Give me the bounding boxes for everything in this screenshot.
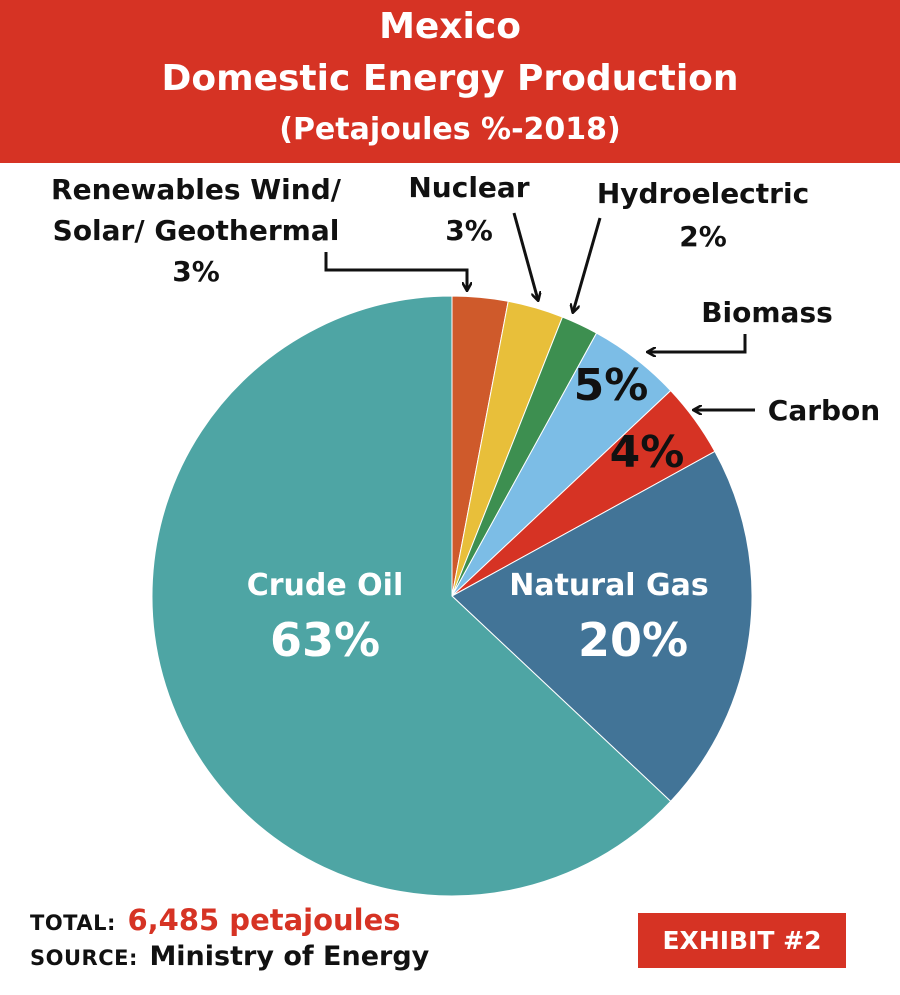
leader-nuclear [512, 212, 538, 300]
label-crude-oil-pct: 63% [270, 613, 380, 667]
label-renewables-line1: Renewables Wind/ [51, 173, 342, 206]
leader-hydro [573, 217, 602, 312]
label-natural-gas: Natural Gas [509, 568, 709, 603]
total-label: TOTAL: [30, 911, 116, 935]
source-value: Ministry of Energy [149, 941, 430, 972]
label-carbon-pct: 4% [610, 427, 685, 478]
label-renewables-line2: Solar/ Geothermal [53, 214, 340, 247]
label-hydro: Hydroelectric [597, 177, 809, 210]
chart-subtitle: (Petajoules %-2018) [279, 112, 621, 147]
source-label: SOURCE: [30, 946, 138, 970]
leader-lines [324, 212, 755, 410]
label-nuclear: Nuclear [408, 171, 529, 204]
label-biomass-pct: 5% [574, 360, 649, 411]
label-nuclear-pct: 3% [445, 214, 493, 247]
label-hydro-pct: 2% [679, 220, 727, 253]
leader-renewables [324, 252, 467, 290]
chart-title-country: Mexico [379, 6, 521, 47]
label-carbon: Carbon [768, 394, 880, 427]
total-value: 6,485 petajoules [127, 903, 401, 937]
label-biomass: Biomass [701, 296, 833, 329]
pie-slice-crude-oil [151, 295, 672, 897]
pie-slices [151, 295, 753, 897]
footer-total: TOTAL: 6,485 petajoules [30, 903, 401, 937]
leader-biomass [648, 334, 747, 352]
chart-title: Domestic Energy Production [161, 58, 739, 99]
chart-header: Mexico Domestic Energy Production (Petaj… [0, 0, 900, 163]
exhibit-badge: EXHIBIT #2 [638, 913, 846, 968]
label-renewables-pct: 3% [172, 255, 220, 288]
label-crude-oil: Crude Oil [247, 568, 404, 603]
footer-source: SOURCE: Ministry of Energy [30, 941, 429, 972]
label-natural-gas-pct: 20% [578, 613, 688, 667]
pie-slice-natural-gas [451, 450, 753, 803]
